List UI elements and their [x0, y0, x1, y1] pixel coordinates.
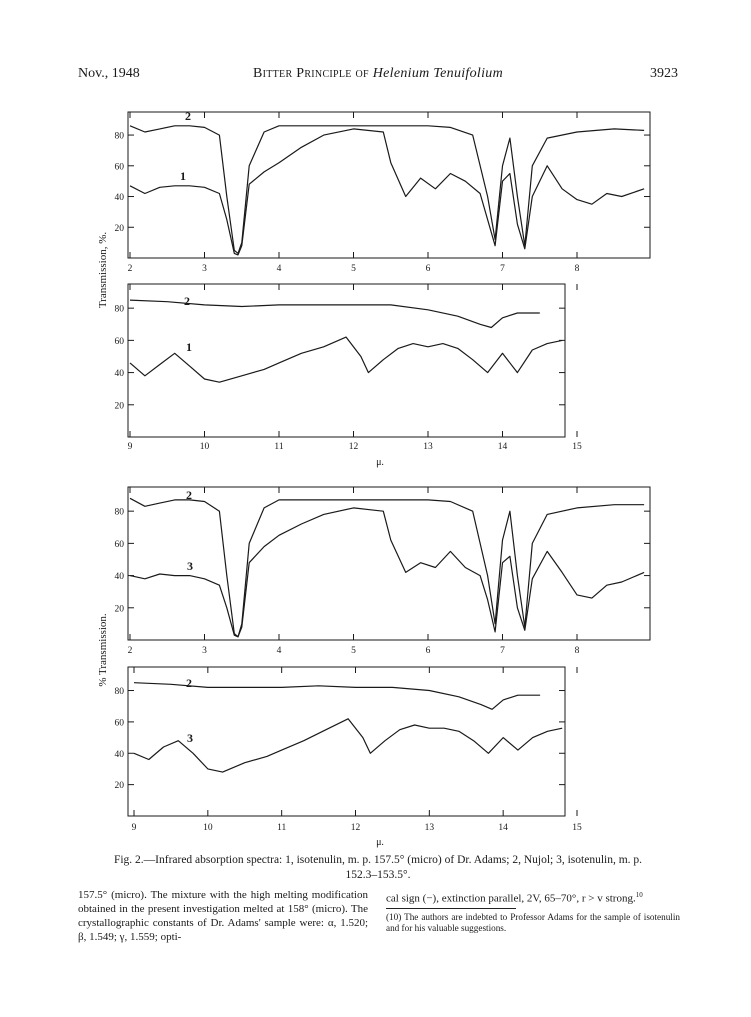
y-tick-label: 20: [115, 401, 125, 411]
x-tick-label: 8: [575, 646, 580, 656]
x-tick-label: 15: [572, 823, 582, 833]
y-tick-label: 40: [115, 750, 125, 760]
body-column-left: 157.5° (micro). The mixture with the hig…: [78, 888, 368, 944]
y-tick-label: 80: [115, 305, 125, 315]
y-tick-label: 60: [115, 337, 125, 347]
y-tick-label: 80: [115, 508, 125, 518]
spectrum-curve-2: [129, 299, 540, 329]
spectrum-curve-3: [129, 507, 645, 638]
y-tick-label: 40: [115, 369, 125, 379]
x-tick-label: 2: [128, 264, 133, 274]
x-axis-unit-label: μ.: [376, 837, 384, 848]
series-label-3: 3: [187, 731, 193, 745]
y-tick-label: 80: [115, 132, 125, 142]
x-tick-label: 11: [274, 442, 283, 452]
panel-frame: [127, 666, 566, 817]
running-title-prefix: Bitter Principle of: [252, 66, 373, 81]
figure-caption: Fig. 2.—Infrared absorption spectra: 1, …: [78, 853, 678, 883]
series-label-3: 3: [187, 559, 193, 573]
spectrum-curve-2: [133, 682, 541, 710]
panel-frame: [127, 283, 566, 438]
y-tick-label: 60: [115, 540, 125, 550]
body-text-right: cal sign (−), extinction parallel, 2V, 6…: [386, 892, 636, 905]
y-tick-label: 40: [115, 193, 125, 203]
spectrum-curve-1: [129, 128, 645, 256]
y-tick-label: 80: [115, 687, 125, 697]
panel-frame: [127, 486, 651, 641]
x-tick-label: 15: [572, 442, 582, 452]
x-tick-label: 6: [426, 646, 431, 656]
body-text-left: 157.5° (micro). The mixture with the hig…: [78, 889, 368, 943]
body-column-right: cal sign (−), extinction parallel, 2V, 6…: [386, 888, 680, 934]
series-label-2: 2: [186, 676, 192, 690]
x-tick-label: 11: [277, 823, 286, 833]
y-tick-label: 20: [115, 604, 125, 614]
y-axis-title-top: Transmission, %.: [97, 232, 109, 309]
y-tick-label: 20: [115, 224, 125, 234]
y-tick-label: 20: [115, 781, 125, 791]
page-header: Nov., 1948 Bitter Principle of Helenium …: [78, 66, 678, 86]
series-label-1: 1: [180, 169, 186, 183]
spectrum-curve-3: [133, 718, 563, 773]
x-tick-label: 9: [132, 823, 137, 833]
x-tick-label: 8: [575, 264, 580, 274]
caption-line-1: Fig. 2.—Infrared absorption spectra: 1, …: [113, 854, 643, 866]
x-tick-label: 7: [500, 264, 505, 274]
x-tick-label: 12: [349, 442, 359, 452]
footnote-reference: 10: [635, 891, 643, 899]
x-tick-label: 5: [351, 646, 356, 656]
series-label-2: 2: [186, 488, 192, 502]
panel-frame: [127, 111, 651, 259]
x-tick-label: 6: [426, 264, 431, 274]
y-axis-title-bottom: % Transmission.: [97, 613, 109, 687]
caption-line-2: 152.3–153.5°.: [345, 869, 411, 881]
x-tick-label: 13: [423, 442, 433, 452]
x-axis-unit-label: μ.: [376, 457, 384, 468]
x-tick-label: 12: [351, 823, 361, 833]
page-number: 3923: [650, 66, 678, 81]
x-tick-label: 14: [498, 442, 508, 452]
x-tick-label: 4: [277, 646, 282, 656]
x-tick-label: 10: [200, 442, 210, 452]
x-tick-label: 7: [500, 646, 505, 656]
y-tick-label: 60: [115, 162, 125, 172]
x-tick-label: 2: [128, 646, 133, 656]
x-tick-label: 3: [202, 264, 207, 274]
series-label-2: 2: [184, 294, 190, 308]
series-label-2: 2: [185, 109, 191, 123]
x-tick-label: 4: [277, 264, 282, 274]
footnote-rule: [386, 907, 516, 909]
running-title-italic: Helenium Tenuifolium: [372, 66, 504, 81]
footnote: (10) The authors are indebted to Profess…: [386, 911, 680, 933]
y-tick-label: 60: [115, 718, 125, 728]
x-tick-label: 13: [425, 823, 435, 833]
x-tick-label: 3: [202, 646, 207, 656]
x-tick-label: 14: [498, 823, 508, 833]
issue-date: Nov., 1948: [78, 66, 140, 81]
spectrum-curve-1: [129, 336, 563, 383]
series-label-1: 1: [186, 340, 192, 354]
y-tick-label: 40: [115, 572, 125, 582]
x-tick-label: 10: [203, 823, 213, 833]
running-title: Bitter Principle of Helenium Tenuifolium: [78, 66, 678, 82]
x-tick-label: 5: [351, 264, 356, 274]
x-tick-label: 9: [128, 442, 133, 452]
spectrum-curve-2: [129, 497, 645, 638]
